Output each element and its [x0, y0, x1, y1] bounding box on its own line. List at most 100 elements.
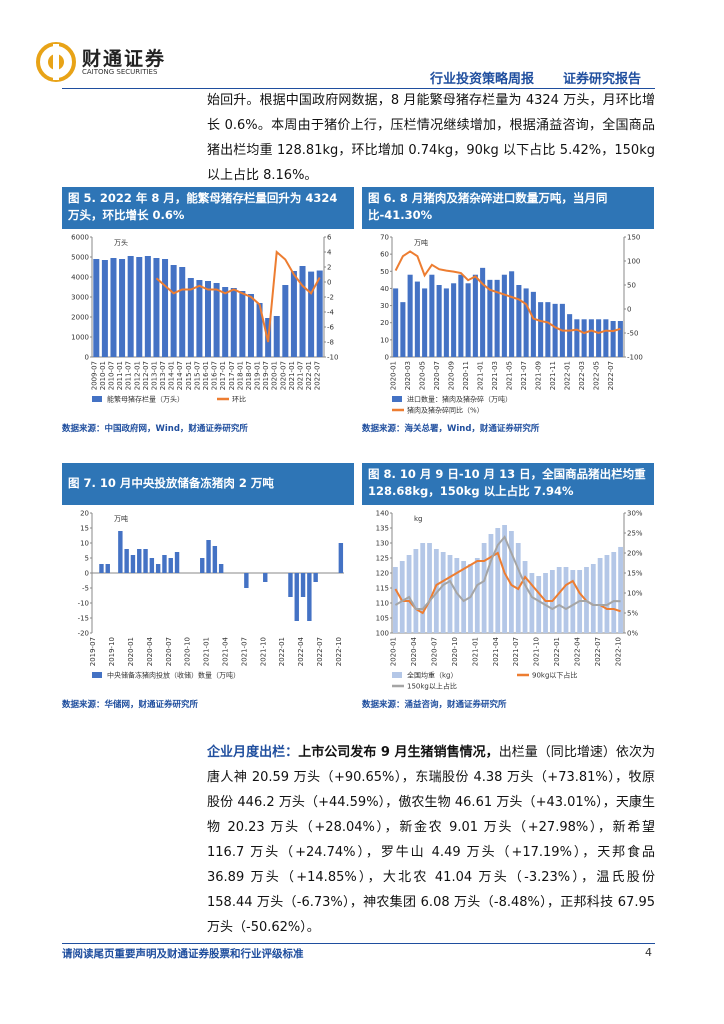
unit-label: kg — [414, 515, 423, 523]
x-tick-label: 2018-01 — [236, 361, 244, 390]
x-tick-label: 2021-07 — [297, 361, 305, 390]
y-tick-label: 5 — [85, 555, 89, 563]
y-tick-label: -5 — [82, 585, 89, 593]
bar — [447, 555, 453, 633]
bar — [516, 285, 522, 357]
unit-label: 万吨 — [114, 514, 128, 523]
figure: 图 6. 8 月猪肉及猪杂碎进口数量万吨，当月同比-41.30% 0 10 20 30… — [362, 187, 654, 434]
y-tick-label: 50 — [380, 268, 389, 276]
figure-source: 数据来源：涌益咨询，财通证券研究所 — [362, 700, 507, 710]
bar — [230, 288, 237, 357]
bar — [136, 257, 143, 357]
x-tick-label: 2022-07 — [316, 637, 324, 666]
paragraph: 始回升。根据中国政府网数据，8 月能繁母猪存栏量为 4324 万头，月环比增长 … — [207, 93, 655, 183]
x-tick-label: 2015-07 — [193, 361, 201, 390]
x-tick-label: 2022-04 — [574, 636, 582, 666]
bar — [212, 546, 218, 573]
bar — [523, 288, 529, 357]
bar — [552, 303, 558, 357]
bar — [162, 259, 169, 357]
bar — [530, 291, 536, 357]
x-tick-label: 2021-01 — [288, 361, 296, 390]
y-tick-label: 10 — [80, 540, 89, 548]
x-tick-label: 2022-01 — [305, 361, 313, 390]
legend-swatch — [392, 396, 402, 402]
x-tick-label: 2020-07 — [433, 361, 441, 390]
bar — [170, 265, 177, 357]
x-tick-label: 2021-04 — [492, 636, 500, 666]
bar — [570, 570, 576, 633]
bar — [574, 319, 580, 357]
figure: 图 5. 2022 年 8 月，能繁母猪存栏量回升为 4324 万头，环比增长 … — [62, 187, 354, 434]
x-tick-label: 2011-07 — [125, 361, 133, 390]
y2-tick-label: -100 — [627, 354, 643, 362]
y-tick-label: 10 — [380, 336, 389, 344]
figure-title: 图 6. 8 月猪肉及猪杂碎进口数量万吨，当月同比-41.30% — [362, 187, 654, 229]
x-tick-label: 2021-07 — [512, 637, 520, 666]
bar — [588, 319, 594, 357]
bar — [206, 540, 211, 573]
y-tick-label: 4000 — [71, 274, 89, 282]
legend-label: 中央储备冻猪肉投放（收储）数量（万吨） — [107, 671, 240, 680]
x-tick-label: 2020-01 — [127, 637, 135, 666]
x-tick-label: 2022-07 — [607, 361, 615, 390]
legend-swatch — [392, 672, 402, 678]
legend-label: 猪肉及猪杂碎同比（%） — [407, 406, 484, 415]
logo — [36, 42, 76, 82]
x-tick-label: 2017-07 — [228, 361, 236, 390]
text: 出栏量（同比增速）依次为唐人神 20.59 万头（+90.65%），东瑞股份 4… — [207, 745, 655, 935]
x-tick-label: 2022-07 — [314, 361, 322, 390]
bar — [494, 279, 500, 357]
bar — [443, 288, 449, 357]
x-tick-label: 2017-01 — [219, 361, 227, 390]
y-tick-label: 140 — [376, 510, 389, 518]
y-tick-label: 6000 — [71, 234, 89, 242]
legend-label: 全国均重（kg） — [407, 671, 458, 680]
y-tick-label: 15 — [80, 525, 89, 533]
report-type: 行业投资策略周报 — [430, 72, 535, 87]
y2-tick-label: -4 — [327, 309, 335, 317]
y2-tick-label: 0% — [627, 630, 638, 638]
x-tick-label: 2020-10 — [451, 637, 459, 666]
bar — [429, 274, 435, 357]
legend-label: 进口数量：猪肉及猪杂碎（万吨） — [407, 395, 512, 404]
y2-tick-label: -10 — [327, 354, 338, 362]
x-tick-label: 2020-07 — [279, 361, 287, 390]
bar — [313, 573, 318, 582]
bar — [603, 319, 609, 357]
bar — [451, 283, 457, 357]
y-tick-label: 135 — [376, 525, 389, 533]
y2-tick-label: -6 — [327, 324, 335, 332]
company-name-en: CAITONG SECURITIES — [82, 68, 158, 76]
x-tick-label: 2020-01 — [390, 361, 398, 390]
bar — [144, 256, 151, 357]
y-tick-label: 125 — [376, 555, 389, 563]
y-tick-label: 0 — [385, 354, 389, 362]
x-tick-label: 2009-07 — [90, 361, 98, 390]
figure-title: 图 8. 10 月 9 日-10 月 13 日，全国商品猪出栏均重 128.68… — [362, 463, 654, 505]
company-name: 财通证券 — [82, 48, 167, 70]
legend-swatch — [92, 672, 102, 678]
bar — [422, 288, 428, 357]
y-tick-label: 0 — [85, 354, 89, 362]
y2-tick-label: 150 — [627, 234, 640, 242]
x-tick-label: 2014-07 — [176, 361, 184, 390]
x-tick-label: 2021-07 — [520, 361, 528, 390]
x-tick-label: 2021-10 — [259, 637, 267, 666]
x-tick-label: 2020-10 — [184, 637, 192, 666]
lead: 企业月度出栏： — [207, 745, 299, 760]
bar — [153, 258, 160, 357]
report-kind: 证券研究报告 — [563, 72, 642, 87]
bar — [509, 531, 514, 633]
bar — [127, 256, 134, 357]
y-tick-label: 100 — [376, 630, 389, 638]
y-tick-label: 60 — [380, 251, 389, 259]
x-tick-label: 2020-04 — [410, 636, 418, 666]
x-tick-label: 2021-01 — [471, 637, 479, 666]
bar — [273, 316, 280, 357]
line — [394, 551, 621, 615]
disclaimer: 请阅读尾页重要声明及财通证券股票和行业评级标准 — [62, 948, 304, 960]
x-tick-label: 2016-01 — [202, 361, 210, 390]
x-tick-label: 2019-07 — [262, 361, 270, 390]
